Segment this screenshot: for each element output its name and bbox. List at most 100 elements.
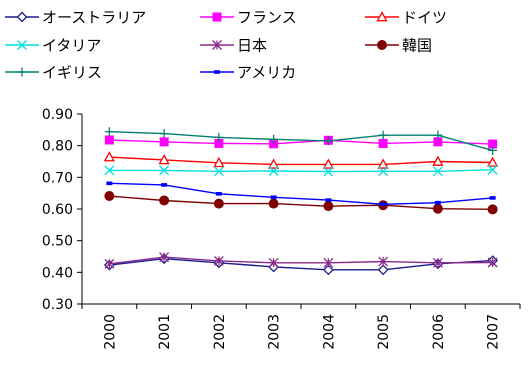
x-tick-label: 2000	[102, 314, 118, 350]
legend-label: 日本	[237, 37, 267, 55]
data-point	[489, 196, 496, 200]
data-point	[432, 257, 443, 268]
data-point	[161, 183, 168, 187]
series-line	[109, 182, 493, 206]
data-point	[213, 156, 225, 168]
data-point	[106, 181, 113, 186]
data-point	[488, 145, 498, 155]
series-line	[109, 169, 493, 173]
legend-label: オーストラリア	[42, 9, 146, 27]
x-tick-label: 2001	[157, 314, 173, 350]
data-point	[104, 127, 114, 137]
x-tick-label: 2005	[376, 314, 392, 350]
series-line	[109, 156, 493, 166]
series-8	[106, 181, 496, 207]
legend-marker	[16, 11, 28, 23]
data-point	[159, 137, 169, 147]
legend-marker	[377, 40, 387, 50]
data-point	[104, 191, 115, 202]
y-tick-label: 0.30	[42, 297, 73, 313]
data-point	[268, 158, 280, 169]
legend-item: 韓国	[365, 37, 432, 55]
data-point	[432, 166, 443, 177]
legend-label: アメリカ	[237, 64, 296, 82]
data-point	[213, 255, 224, 266]
x-tick-label: 2003	[267, 314, 283, 350]
data-point	[323, 257, 334, 268]
series-4	[104, 164, 498, 177]
data-point	[214, 132, 224, 142]
x-tick-label: 2002	[212, 314, 228, 350]
data-point	[377, 158, 389, 169]
data-point	[380, 202, 387, 207]
y-tick-label: 0.40	[42, 265, 73, 281]
legend-item: アメリカ	[200, 64, 296, 82]
legend-marker	[17, 40, 27, 50]
data-point	[103, 151, 115, 162]
data-point	[270, 195, 277, 200]
legend-item: イタリア	[5, 37, 101, 55]
data-point	[487, 257, 498, 268]
data-point	[104, 135, 114, 145]
y-tick-label: 0.70	[42, 170, 73, 186]
legend-label: フランス	[237, 9, 297, 27]
legend-label: 韓国	[402, 37, 432, 55]
legend-item: オーストラリア	[5, 9, 146, 27]
data-point	[378, 138, 388, 148]
data-point	[322, 264, 334, 276]
series-3	[103, 151, 499, 169]
x-tick-label: 2004	[321, 314, 337, 350]
data-point	[323, 136, 333, 146]
data-point	[323, 201, 334, 212]
data-point	[323, 166, 334, 177]
data-point	[268, 198, 279, 209]
data-point	[487, 204, 498, 215]
data-point	[487, 164, 498, 175]
data-point	[213, 166, 224, 177]
legend-label: イタリア	[42, 37, 101, 55]
y-tick-label: 0.60	[42, 202, 73, 218]
legend-label: イギリス	[42, 64, 102, 82]
data-point	[268, 257, 279, 268]
y-tick-label: 0.90	[42, 107, 73, 123]
legend-label: ドイツ	[402, 9, 447, 27]
data-point	[158, 154, 170, 165]
data-point	[322, 158, 334, 169]
legend-item: 日本	[200, 37, 267, 55]
x-tick-label: 2006	[431, 314, 447, 350]
series-2	[104, 135, 498, 149]
data-point	[159, 165, 170, 176]
series-line	[109, 256, 493, 265]
data-point	[159, 129, 169, 139]
legend-item: イギリス	[5, 64, 102, 82]
data-point	[433, 130, 443, 140]
x-tick-label: 2007	[486, 314, 502, 350]
data-point	[434, 200, 441, 205]
data-point	[213, 198, 224, 209]
data-point	[487, 156, 499, 167]
series-line	[109, 139, 493, 145]
legend-marker	[214, 70, 220, 74]
data-point	[104, 258, 115, 269]
data-point	[378, 166, 389, 177]
legend-item: ドイツ	[365, 9, 447, 27]
axes: 0.30 0.40 0.50 0.60 0.70 0.80 0.90 2000 2001 2002…	[42, 107, 521, 350]
legend-item: フランス	[200, 9, 297, 27]
data-point	[378, 130, 388, 140]
data-point	[159, 252, 170, 263]
legend-marker	[17, 67, 27, 77]
series-line	[109, 195, 493, 210]
data-point	[268, 166, 279, 176]
legend-marker	[212, 12, 222, 22]
series-line	[109, 131, 493, 152]
data-point	[104, 165, 115, 176]
y-tick-label: 0.80	[42, 139, 73, 155]
legend-marker	[376, 11, 388, 22]
data-point	[159, 195, 170, 206]
legend-marker	[212, 40, 222, 50]
data-point	[215, 192, 222, 196]
data-point	[377, 264, 389, 276]
